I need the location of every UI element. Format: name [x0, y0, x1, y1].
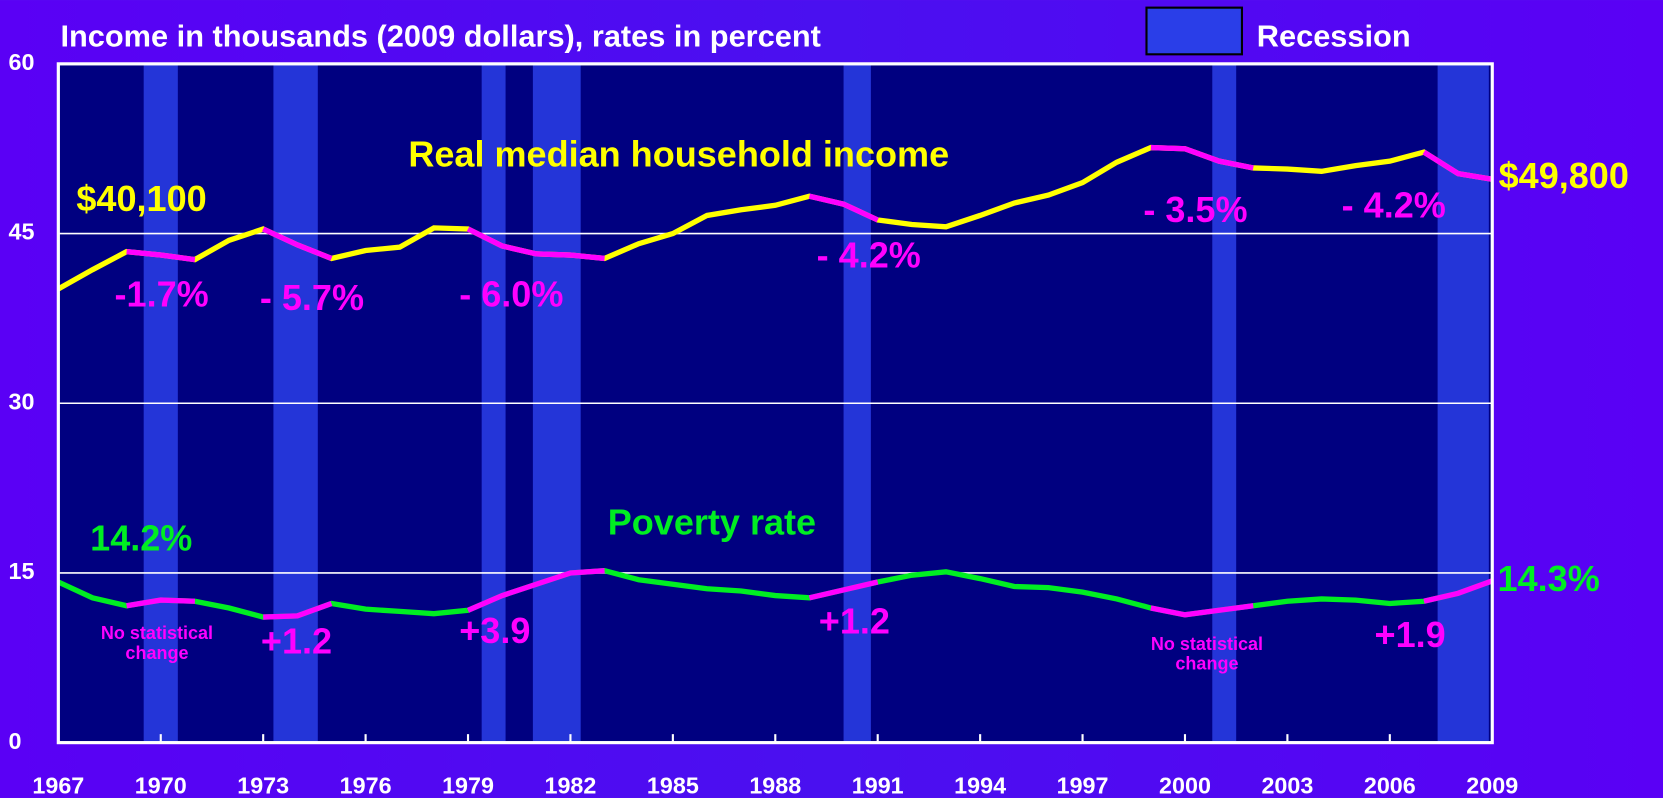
annotation: change [125, 643, 188, 663]
annotation: change [1175, 654, 1238, 674]
highlight-segment [262, 226, 333, 261]
highlight-segment [1422, 149, 1493, 182]
y-tick-label: 0 [8, 728, 21, 754]
y-tick-label: 60 [8, 49, 34, 75]
annotation: - 4.2% [1342, 185, 1446, 226]
y-tick-label: 30 [8, 388, 34, 414]
annotation: 14.2% [90, 518, 192, 559]
x-tick-label: 1970 [135, 772, 187, 798]
highlight-segment [466, 568, 605, 613]
highlight-segment [808, 579, 879, 601]
highlight-segment [1423, 578, 1494, 604]
annotation: Poverty rate [608, 502, 816, 543]
x-tick-label: 1973 [237, 772, 289, 798]
annotation: +1.2 [261, 621, 332, 662]
chart-title: Income in thousands (2009 dollars), rate… [60, 19, 820, 54]
x-tick-label: 2003 [1261, 772, 1313, 798]
x-tick-label: 2009 [1466, 772, 1518, 798]
annotation: No statistical [101, 623, 213, 643]
annotation: - 5.7% [260, 277, 364, 318]
annotation: No statistical [1151, 634, 1263, 654]
highlight-segment [126, 249, 196, 263]
x-tick-label: 1991 [852, 772, 904, 798]
x-tick-label: 1982 [544, 772, 596, 798]
layer [57, 63, 1494, 743]
annotation: - 3.5% [1143, 189, 1247, 230]
x-tick-label: 1979 [442, 772, 494, 798]
x-tick-label: 1988 [749, 772, 801, 798]
y-tick-label: 15 [8, 558, 34, 584]
highlight-segment [126, 597, 195, 609]
annotation: +3.9 [459, 610, 530, 651]
annotation: Real median household income [408, 134, 949, 175]
x-tick-label: 1967 [32, 772, 84, 798]
annotation: -1.7% [115, 274, 209, 315]
annotation: +1.2 [819, 600, 890, 641]
highlight-segment [1150, 603, 1254, 618]
legend-swatch [1145, 6, 1244, 56]
x-tick-label: 1997 [1057, 772, 1109, 798]
highlight-segment [466, 226, 605, 262]
annotation: +1.9 [1375, 614, 1446, 655]
highlight-segment [808, 193, 879, 223]
highlight-segment [1150, 144, 1254, 171]
annotation: $40,100 [76, 178, 206, 219]
highlight-segment [263, 600, 333, 620]
x-tick-label: 2006 [1364, 772, 1416, 798]
annotation: 14.3% [1498, 558, 1600, 599]
x-tick-label: 2000 [1159, 772, 1211, 798]
annotation: - 6.0% [459, 274, 563, 315]
annotation: $49,800 [1499, 155, 1629, 196]
annotation: - 4.2% [817, 234, 921, 275]
y-tick-label: 45 [8, 219, 34, 245]
legend-label: Recession [1257, 19, 1411, 54]
x-tick-label: 1994 [954, 772, 1006, 798]
x-tick-label: 1976 [340, 772, 392, 798]
x-tick-label: 1985 [647, 772, 699, 798]
